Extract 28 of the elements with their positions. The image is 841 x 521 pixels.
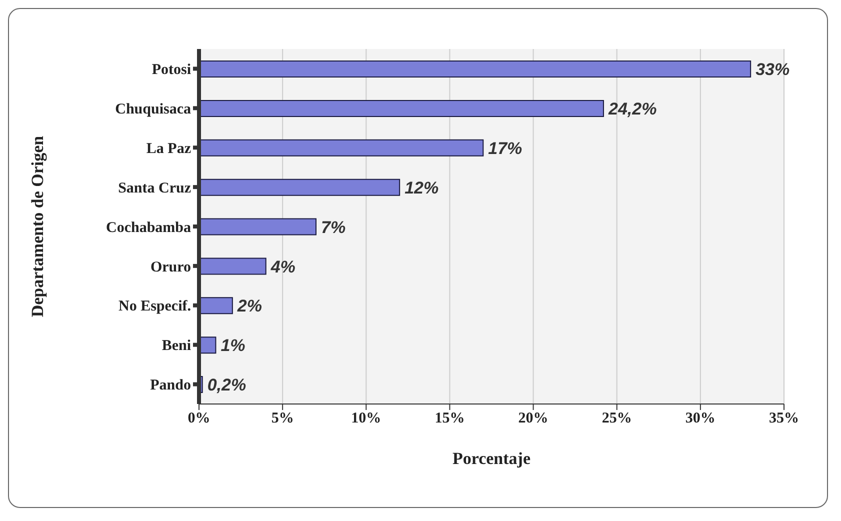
data-label: 17% [488, 138, 522, 158]
y-tick-label: Pando [150, 378, 191, 394]
x-tick-label: 15% [434, 410, 465, 427]
y-tick-label: Santa Cruz [118, 180, 192, 196]
x-axis-title: Porcentaje [452, 449, 531, 468]
data-label: 0,2% [207, 376, 246, 395]
y-tick-label: Chuquisaca [115, 101, 192, 118]
data-label: 4% [270, 257, 296, 276]
y-tick-label: Cochabamba [106, 220, 192, 236]
data-label: 7% [321, 218, 346, 237]
y-axis-title: Departamento de Origen [28, 135, 48, 318]
x-tick-label: 0% [188, 410, 210, 427]
y-tick-label: Beni [162, 338, 191, 354]
data-label: 12% [404, 178, 439, 198]
x-tick-label: 35% [769, 410, 799, 427]
y-tick-label: La Paz [146, 140, 192, 157]
x-tick-label: 5% [271, 410, 294, 427]
data-label: 2% [236, 296, 262, 316]
x-tick-label: 30% [685, 410, 716, 427]
y-tick-label: Potosi [152, 62, 191, 78]
y-tick-label: No Especif. [118, 298, 192, 315]
y-tick-label: Oruro [150, 259, 191, 276]
data-label: 24,2% [607, 99, 657, 118]
data-label: 1% [220, 336, 246, 356]
x-tick-label: 25% [602, 410, 632, 427]
x-tick-label: 10% [351, 410, 382, 427]
data-label: 33% [756, 60, 790, 80]
x-tick-label: 20% [518, 410, 548, 427]
